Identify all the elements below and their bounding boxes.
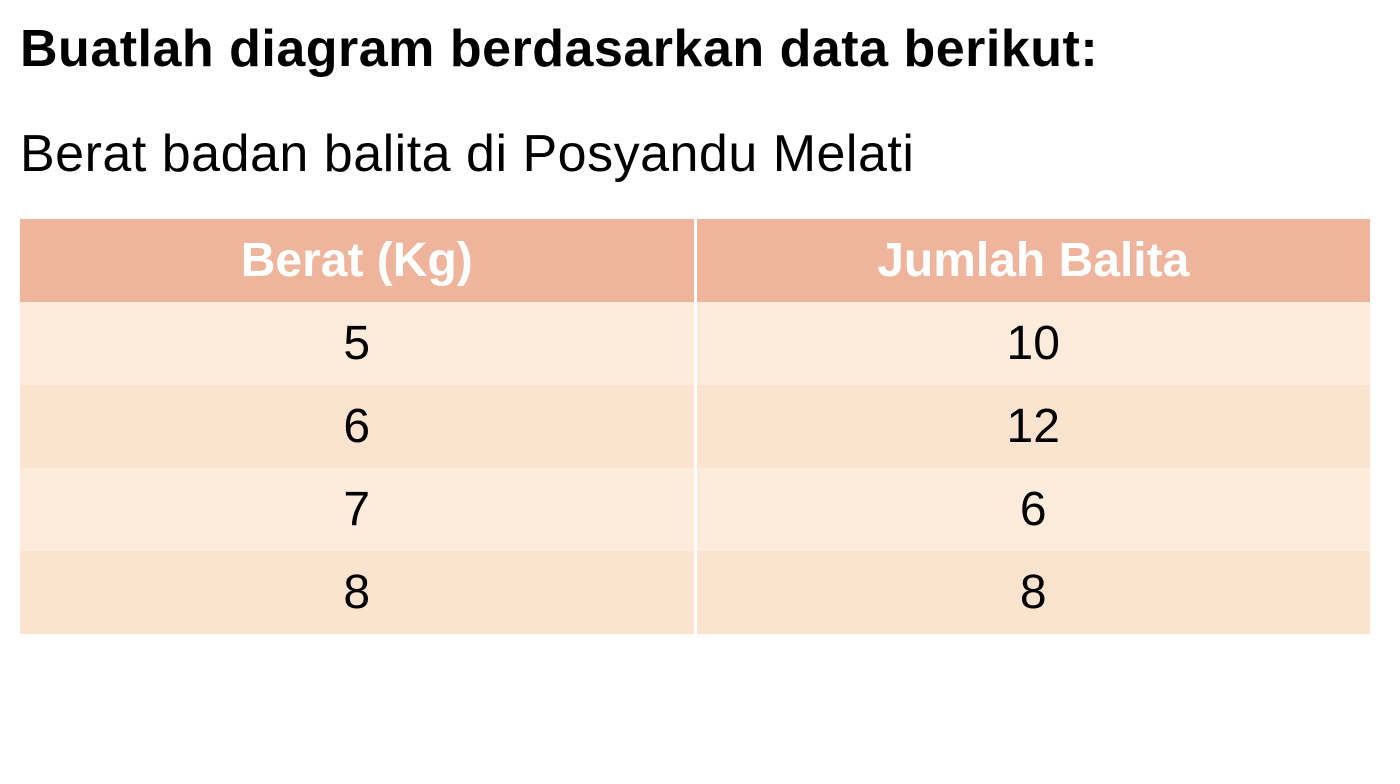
page-heading: Buatlah diagram berdasarkan data berikut…	[20, 10, 1380, 88]
table-cell: 12	[695, 385, 1370, 468]
table-cell: 10	[695, 302, 1370, 385]
table-cell: 5	[20, 302, 695, 385]
page-subheading: Berat badan balita di Posyandu Melati	[20, 118, 1380, 191]
table-cell: 8	[695, 551, 1370, 634]
table-cell: 6	[695, 468, 1370, 551]
table-cell: 6	[20, 385, 695, 468]
data-table: Berat (Kg) Jumlah Balita 5 10 6 12 7 6 8…	[20, 219, 1370, 634]
table-row: 8 8	[20, 551, 1370, 634]
table-header-cell: Jumlah Balita	[695, 219, 1370, 302]
table-row: 7 6	[20, 468, 1370, 551]
table-header-row: Berat (Kg) Jumlah Balita	[20, 219, 1370, 302]
table-header-cell: Berat (Kg)	[20, 219, 695, 302]
table-row: 5 10	[20, 302, 1370, 385]
table-cell: 7	[20, 468, 695, 551]
table-cell: 8	[20, 551, 695, 634]
table-row: 6 12	[20, 385, 1370, 468]
